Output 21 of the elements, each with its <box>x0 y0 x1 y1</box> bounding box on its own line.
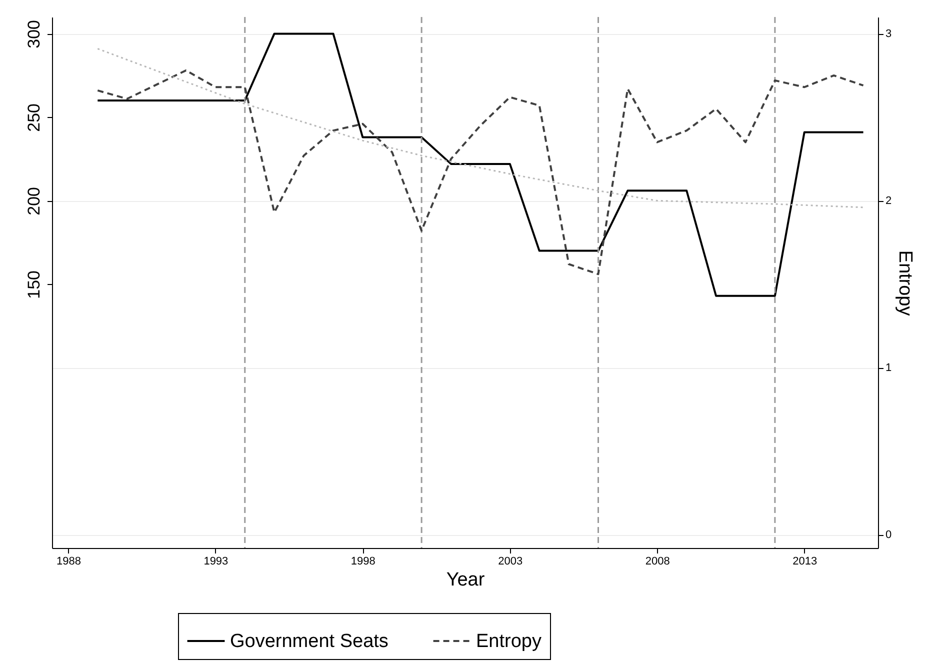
y-tick-label: 150 <box>24 270 44 299</box>
x-axis-title: Year <box>446 570 486 590</box>
y-tick-label: 200 <box>24 186 44 216</box>
y2-tick-label: 1 <box>886 362 892 374</box>
y2-tick-label: 3 <box>886 28 892 40</box>
x-tick-label: 1988 <box>56 556 81 568</box>
legend-label: Entropy <box>476 631 542 652</box>
legend-label: Government Seats <box>230 631 388 652</box>
line-series <box>96 69 864 276</box>
x-tick-label: 1998 <box>350 556 376 568</box>
x-tick-label: 2008 <box>645 556 670 568</box>
line-series <box>96 48 864 208</box>
y-tick-label: 250 <box>24 104 44 132</box>
line-series <box>96 32 864 297</box>
x-tick-label: 1993 <box>204 556 228 568</box>
y2-tick-label: 0 <box>886 529 892 542</box>
y2-axis-title: Entropy <box>894 250 916 316</box>
x-tick-label: 2013 <box>792 556 818 568</box>
x-tick-label: 2003 <box>498 556 523 568</box>
y2-tick-label: 2 <box>886 195 892 208</box>
y-tick-label: 300 <box>24 20 44 48</box>
